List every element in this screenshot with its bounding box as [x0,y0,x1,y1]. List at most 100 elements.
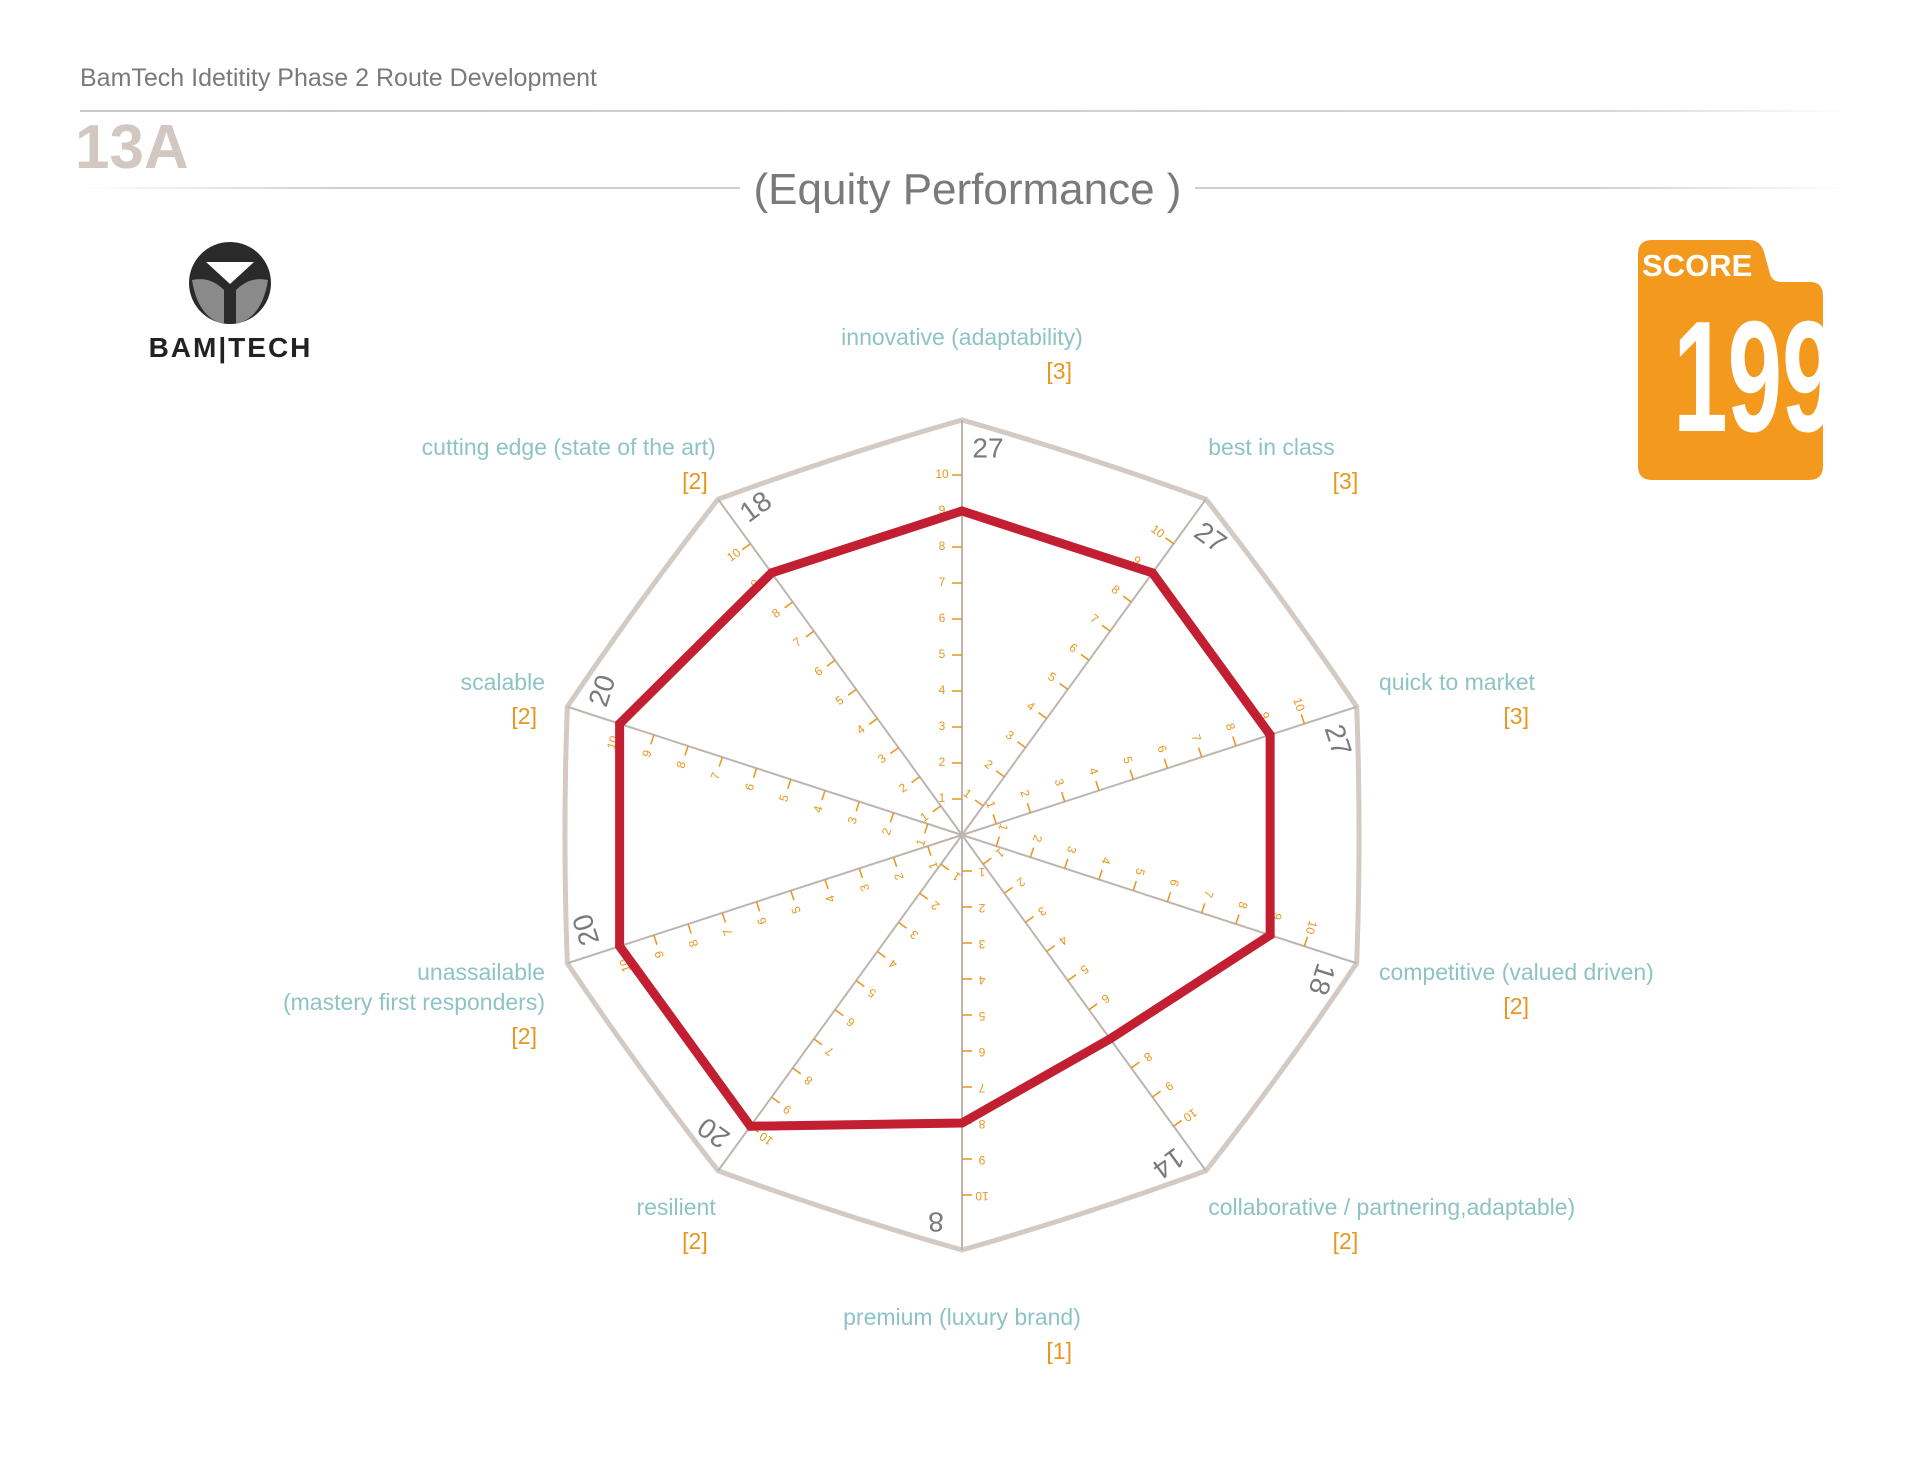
tick-label: 10 [1303,919,1321,936]
axis-tick [992,814,997,825]
tick-label: 6 [978,1045,985,1059]
tick-label: 4 [810,804,825,815]
tick-label: 6 [1099,991,1113,1006]
axis-tick [813,1038,823,1046]
axis-tick [1235,914,1240,925]
frame-segment [1203,496,1360,710]
tick-label: 4 [939,683,946,697]
axis-tick [1060,791,1066,802]
frame-segment [562,704,570,966]
section-title: (Equity Performance ) [753,165,1182,214]
axis-tick [1300,714,1306,724]
tick-label: 9 [1257,710,1272,721]
tick-label: 9 [1269,911,1284,922]
axis-spoke [961,498,1207,836]
tick-label: 10 [935,467,949,481]
tick-label: 5 [833,693,847,708]
axis-spoke [717,498,963,836]
data-point [1105,1034,1115,1044]
tick-label: 3 [907,927,921,942]
tick-label: 7 [822,1043,836,1058]
axis-spoke [961,705,1357,836]
tick-label: 3 [1064,844,1079,855]
axis-total: 20 [566,910,605,949]
axis-tick [1129,769,1134,780]
tick-label: 4 [823,893,838,904]
axis-tick [911,776,921,784]
tick-label: 1 [913,837,928,848]
axis-tick [1038,712,1048,720]
axis-label: unassailable [417,959,545,985]
tick-label: 3 [875,751,889,766]
tick-label: 5 [788,904,803,915]
tick-label: 6 [1154,744,1169,755]
axis-label: premium (luxury brand) [843,1304,1081,1330]
axis-tick [1067,974,1077,982]
score-label: SCORE [1642,248,1753,283]
tick-label: 2 [891,871,906,882]
title-rule-left [80,187,740,189]
tick-label: 7 [720,927,735,938]
tick-label: 2 [978,901,985,915]
tick-label: 6 [939,611,946,625]
tick-label: 2 [982,757,996,772]
axis-spoke [567,834,963,965]
axis-tick [1026,803,1032,813]
tick-label: 8 [801,1073,815,1088]
axis-weight: [2] [682,468,708,494]
axis-tick [1303,936,1309,947]
axis-tick [898,921,908,929]
axis-weight: [3] [1046,358,1072,384]
axis-tick [1059,682,1069,690]
data-point [615,941,625,951]
axis-tick [982,857,992,865]
axis-tick [1025,915,1035,923]
axis-tick [1095,780,1100,791]
axis-tick [889,747,899,755]
tick-label: 4 [886,956,900,971]
tick-label: 8 [1235,900,1250,911]
axis-label: competitive (valued driven) [1379,959,1654,985]
tick-label: 5 [1077,962,1091,977]
tick-label: 10 [975,1189,989,1203]
axis-tick [790,890,795,901]
tick-label: 8 [1223,721,1238,732]
tick-label: 6 [1066,640,1080,655]
axis-tick [805,630,815,638]
title-rule-right [1195,187,1850,189]
axis-tick [995,836,1001,847]
axis-tick [858,868,864,879]
axis-weight: [2] [1503,993,1529,1019]
axis-tick [653,934,658,945]
tick-label: 7 [1189,733,1204,744]
tick-label: 5 [1045,669,1059,684]
tick-label: 10 [724,545,743,564]
tick-label: 6 [812,664,826,679]
axis-tick [687,923,692,934]
axis-tick [923,823,929,834]
tick-label: 4 [1024,698,1038,713]
bamtech-logo: BAM|TECH [118,240,343,365]
axis-tick [1132,880,1137,891]
tick-label: 4 [1056,933,1070,948]
axis-label: innovative (adaptability) [841,324,1083,350]
axis-tick [855,801,860,812]
data-point [1147,568,1157,578]
axis-label: resilient [636,1194,716,1220]
tick-label: 10 [1290,696,1308,713]
bamtech-wordmark: BAM|TECH [148,332,313,363]
frame-segment [564,960,721,1174]
axis-spoke [961,834,1357,965]
tick-label: 8 [769,605,783,620]
tick-label: 9 [780,1102,794,1117]
axis-tick [718,756,724,767]
axis-weight: [3] [1333,468,1359,494]
tick-label: 5 [978,1009,985,1023]
axis-tick [1166,892,1172,902]
tick-label: 1 [983,799,998,810]
tick-label: 1 [995,822,1010,833]
tick-label: 3 [1035,904,1049,919]
page-code: 13A [75,113,189,182]
tick-label: 9 [1162,1078,1176,1093]
